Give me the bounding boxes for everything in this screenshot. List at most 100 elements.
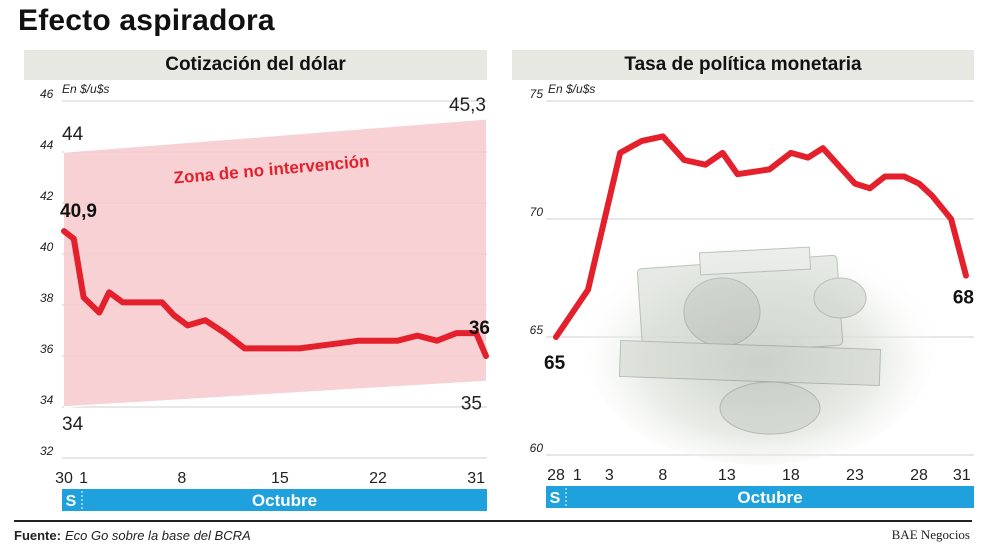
chart2-month-bar [546,486,974,508]
chart1-data-point [259,347,262,350]
chart1-band-upper-start-label: 44 [62,124,84,145]
chart1-data-point [243,347,246,350]
chart2-x-tick-label: 31 [953,467,971,484]
chart1-data-point [298,347,301,350]
chart2-data-point [555,336,557,338]
chart2-data-point [736,173,739,175]
chart1-month-label: Octubre [252,491,317,510]
chart1-data-point [186,324,189,327]
chart1-x-tick-label: 1 [79,470,88,487]
chart1-y-tick-label: 42 [40,189,54,203]
chart2-x-tick-label: 23 [846,467,864,484]
chart2-data-point [640,140,643,142]
footer-divider [14,520,972,522]
chart2-value-annotation: 68 [953,288,974,309]
chart2-data-point [918,182,920,185]
chart1-band-lower-end-label: 35 [461,394,482,415]
chart1-y-tick-label: 38 [40,291,54,305]
chart1-data-point [204,319,207,322]
chart2-value-annotation: 65 [544,353,566,374]
chart1-band-lower-start-label: 34 [62,414,84,435]
brand-credit: BAE Negocios [891,527,970,542]
chart2-data-point [931,194,933,197]
dollar-bills-image [585,235,935,465]
chart1-x-tick-label: 30 [55,470,73,487]
chart2-x-tick-label: 3 [605,467,614,484]
chart2-x-tick-label: 18 [782,467,800,484]
chart1-x-tick-label: 22 [369,470,387,487]
chart2-data-point [854,182,856,185]
chart2-data-point [950,218,952,220]
chart1-title: Cotización del dólar [24,50,487,80]
chart1-band-layer: 44 45,3 34 35 [62,95,487,435]
chart1-y-tick-label: 32 [40,444,54,458]
chart2-data-point [768,168,771,171]
chart2-unit-label: En $/u$s [548,82,595,96]
chart1-y-tick-label: 34 [40,393,54,407]
chart1-data-point [396,339,399,342]
chart1-y-tick-label: 44 [40,138,54,152]
chart1-data-point [173,314,175,317]
chart2-y-tick-label: 70 [530,205,544,219]
chart2-data-point [721,152,724,154]
chart2-x-tick-label: 8 [658,467,667,484]
chart1-data-point [377,339,379,342]
chart1-data-point [122,301,124,304]
chart1-data-point [416,334,419,337]
chart1-data-point [338,342,340,345]
chart1-band-upper-edge [63,118,487,153]
chart1-data-point [108,291,110,294]
chart2-data-point [965,274,967,277]
chart2-data-point [822,147,824,149]
chart1-data-point [161,301,163,304]
chart2-data-point [704,163,707,166]
chart2-x-tick-label: 28 [910,467,928,484]
chart2-y-tick-labels: 60 65 70 75 [530,87,544,455]
chart1-value-annotation: 40,9 [60,201,97,222]
chart1-data-point [73,237,75,240]
chart2-data-point [807,156,809,159]
chart1-band-upper-end-label: 45,3 [449,95,486,116]
chart1-x-tick-label: 31 [467,470,485,487]
chart1-y-tick-label: 36 [40,342,54,356]
chart1-data-point [141,301,144,304]
chart1-month-bar [62,489,487,511]
chart1-x-tick-label: 8 [177,470,186,487]
main-title: Efecto aspiradora [18,4,275,37]
chart1-data-point [436,339,438,342]
chart2-y-tick-label: 60 [530,441,544,455]
chart2-y-tick-label: 75 [530,87,544,101]
chart1-data-point [455,332,458,334]
chart1-month-prefix: S [66,493,77,510]
chart2-title: Tasa de política monetaria [512,50,974,80]
chart1-data-point [224,332,226,334]
chart1-y-tick-labels: 32 34 36 38 40 42 44 46 [40,87,54,458]
chart1-data-point [485,355,487,357]
chart1-data-point [82,296,85,299]
chart1-data-point [279,347,281,350]
chart1-value-annotation: 36 [469,318,490,339]
chart2-data-point [869,187,871,190]
source-text: Eco Go sobre la base del BCRA [64,528,251,543]
chart1-y-tick-label: 46 [40,87,54,101]
chart1-y-tick-label: 40 [40,240,54,254]
chart2-y-tick-label: 65 [530,323,544,337]
chart1-series-layer: 40,9 36 [60,201,490,359]
chart2-data-point [884,175,886,178]
chart1-zone-band [64,118,486,407]
chart2-month-label: Octubre [737,488,802,507]
chart2-data-point [619,152,621,154]
chart1-band-lower-edge [63,380,487,408]
chart1-data-point [98,311,101,314]
chart2-x-tick-label: 13 [718,467,736,484]
chart2-x-axis: 28 1 3 8 13 18 23 28 31S Octubre [546,467,974,508]
chart2-data-point [683,159,685,161]
chart1-unit-label: En $/u$s [62,82,109,96]
chart1-data-point [475,332,478,334]
chart2-data-point [790,152,792,154]
chart1-data-point [357,339,360,342]
chart1-data-point [318,345,321,347]
chart2-series-layer: 65 68 [544,133,974,374]
chart2-x-tick-label: 28 [547,467,565,484]
